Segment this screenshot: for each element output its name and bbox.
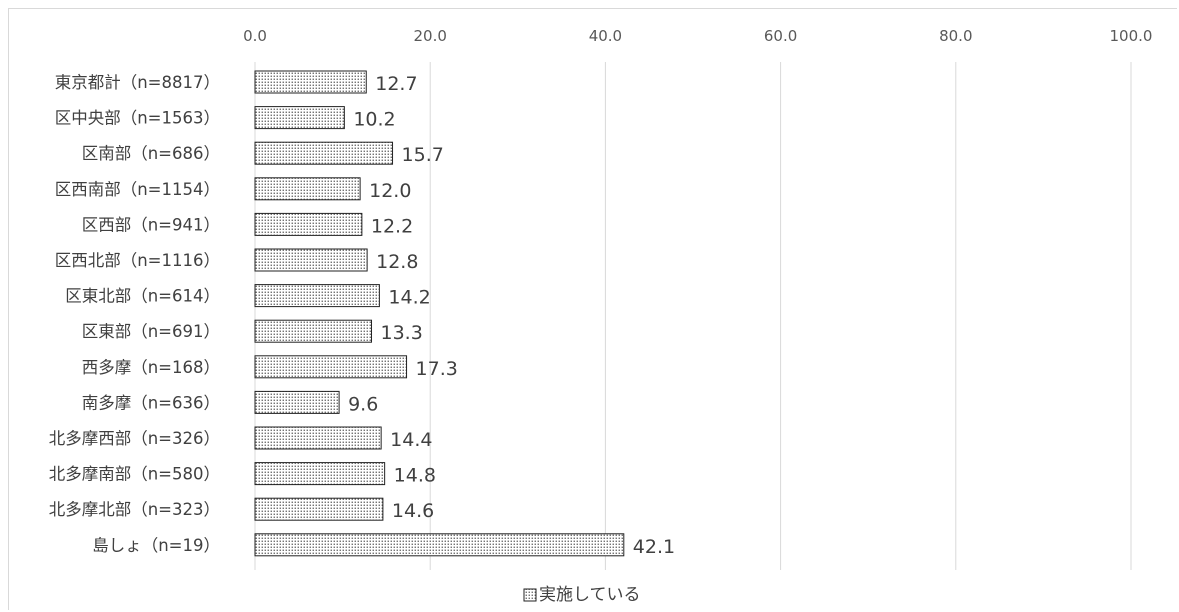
legend: 実施している <box>523 585 641 605</box>
category-labels: 東京都計（n=8817） 区中央部（n=1563） 区南部（n=686） 区西南部（n… <box>49 73 220 555</box>
bar <box>254 319 373 343</box>
category-label: 西多摩（n=168） <box>82 358 220 377</box>
data-label: 10.2 <box>353 109 395 131</box>
data-label: 14.2 <box>388 287 430 309</box>
bar <box>254 497 384 521</box>
bar <box>254 70 367 94</box>
gridlines <box>254 62 1132 570</box>
data-label: 12.2 <box>371 215 413 237</box>
category-label: 区西北部（n=1116） <box>55 251 220 270</box>
data-label: 12.8 <box>376 251 418 273</box>
category-label: 北多摩西部（n=326） <box>49 429 220 448</box>
bars <box>254 70 625 557</box>
category-label: 区東部（n=691） <box>82 322 220 341</box>
category-label: 東京都計（n=8817） <box>55 73 220 92</box>
category-label: 区西部（n=941） <box>82 215 220 234</box>
x-tick-label: 80.0 <box>939 27 972 45</box>
data-label: 42.1 <box>633 536 675 558</box>
x-tick-label: 20.0 <box>413 27 446 45</box>
category-label: 区中央部（n=1563） <box>55 109 220 128</box>
category-label: 北多摩南部（n=580） <box>49 465 220 484</box>
category-label: 島しょ（n=19） <box>92 536 220 555</box>
data-label: 15.7 <box>402 144 444 166</box>
data-label: 9.6 <box>348 393 378 415</box>
bar <box>254 248 368 272</box>
data-label: 12.0 <box>369 180 411 202</box>
bar <box>254 212 363 236</box>
data-labels: 12.7 10.2 15.7 12.0 12.2 12.8 14.2 13.3 17.3 9.6 1… <box>348 73 675 558</box>
bar <box>254 106 345 130</box>
x-tick-label: 40.0 <box>589 27 622 45</box>
category-label: 南多摩（n=636） <box>82 393 220 412</box>
bar <box>254 284 380 308</box>
data-label: 13.3 <box>381 322 423 344</box>
chart-frame <box>8 8 1177 610</box>
bar <box>254 355 408 379</box>
category-label: 区南部（n=686） <box>82 144 220 163</box>
bar <box>254 141 394 165</box>
bar <box>254 533 625 557</box>
bar <box>254 462 386 486</box>
data-label: 12.7 <box>375 73 417 95</box>
legend-label: 実施している <box>539 585 641 605</box>
x-tick-label: 0.0 <box>243 27 267 45</box>
data-label: 14.4 <box>390 429 432 451</box>
bar <box>254 426 382 450</box>
data-label: 14.6 <box>392 500 434 522</box>
legend-swatch <box>523 588 537 602</box>
bar <box>254 390 340 414</box>
data-label: 17.3 <box>416 358 458 380</box>
x-tick-label: 60.0 <box>764 27 797 45</box>
x-axis-ticks: 0.0 20.0 40.0 60.0 80.0 100.0 <box>243 27 1152 45</box>
category-label: 区東北部（n=614） <box>65 287 220 306</box>
data-label: 14.8 <box>394 465 436 487</box>
category-label: 区西南部（n=1154） <box>55 180 220 199</box>
x-tick-label: 100.0 <box>1110 27 1153 45</box>
bar <box>254 177 361 201</box>
category-label: 北多摩北部（n=323） <box>49 500 220 519</box>
